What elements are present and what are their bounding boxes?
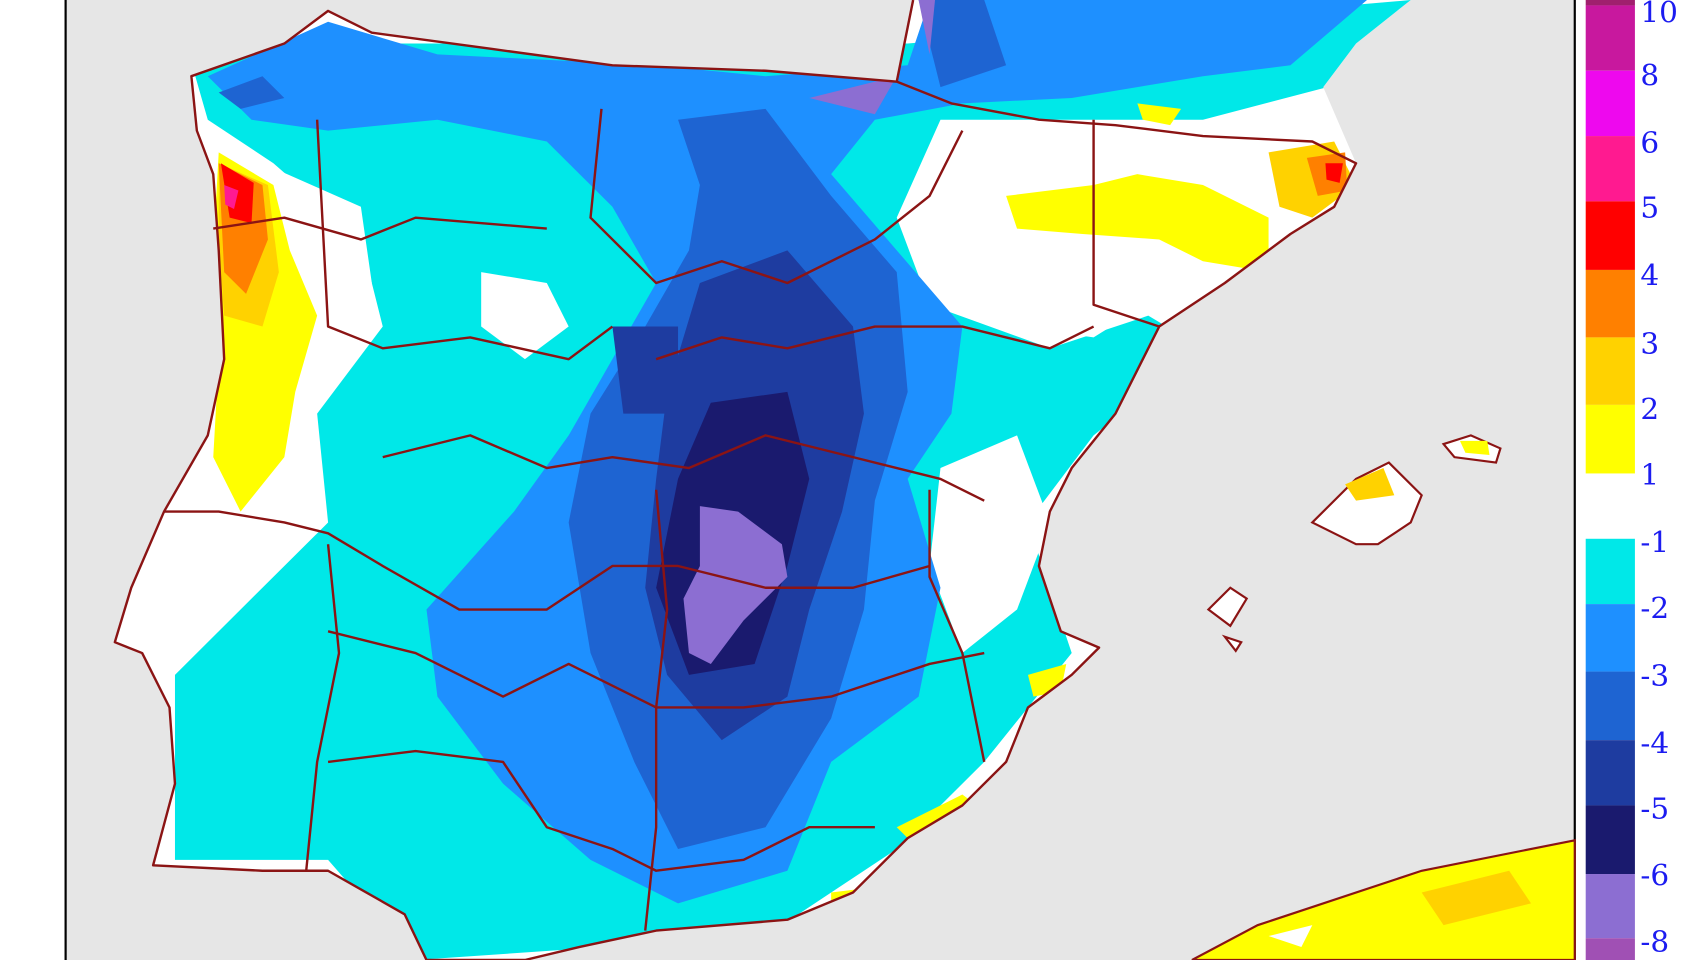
color-legend: 10 8 6 5 4 3 2 1 -1 -2 -3 -4 -5 -6 -8 — [1585, 0, 1678, 960]
legend-band — [1585, 740, 1635, 806]
legend-label: 2 — [1640, 392, 1659, 426]
legend-band — [1585, 874, 1635, 939]
province-borders — [113, 0, 1358, 960]
legend-label: -8 — [1640, 924, 1669, 958]
legend-label: 8 — [1640, 58, 1659, 92]
legend-label: 10 — [1640, 0, 1678, 29]
legend-label: 1 — [1640, 457, 1659, 491]
legend-band — [1585, 136, 1635, 202]
legend-label: 4 — [1640, 258, 1659, 292]
legend-label: -5 — [1640, 792, 1669, 826]
legend-band — [1585, 70, 1635, 137]
legend-band — [1585, 337, 1635, 405]
legend-band — [1585, 269, 1635, 338]
legend-label: -6 — [1640, 858, 1669, 892]
legend-label: 5 — [1640, 191, 1659, 225]
legend-label: -1 — [1640, 525, 1669, 559]
legend-band — [1585, 473, 1635, 539]
legend-band — [1585, 604, 1635, 672]
legend-label: 6 — [1640, 125, 1659, 159]
legend-label: -3 — [1640, 659, 1669, 693]
legend-band — [1585, 201, 1635, 270]
legend-label: -2 — [1640, 591, 1669, 625]
legend-band — [1585, 671, 1635, 741]
legend-band — [1585, 5, 1635, 71]
legend-band — [1585, 0, 1635, 6]
north-africa — [1191, 838, 1576, 960]
balearic-islands — [1206, 434, 1502, 653]
legend-band — [1585, 805, 1635, 875]
legend-label: -4 — [1640, 726, 1669, 760]
legend-band — [1585, 938, 1635, 960]
legend-label: 3 — [1640, 327, 1659, 361]
iberian-peninsula — [114, 0, 1411, 960]
legend-band — [1585, 538, 1635, 605]
legend-band — [1585, 404, 1635, 474]
